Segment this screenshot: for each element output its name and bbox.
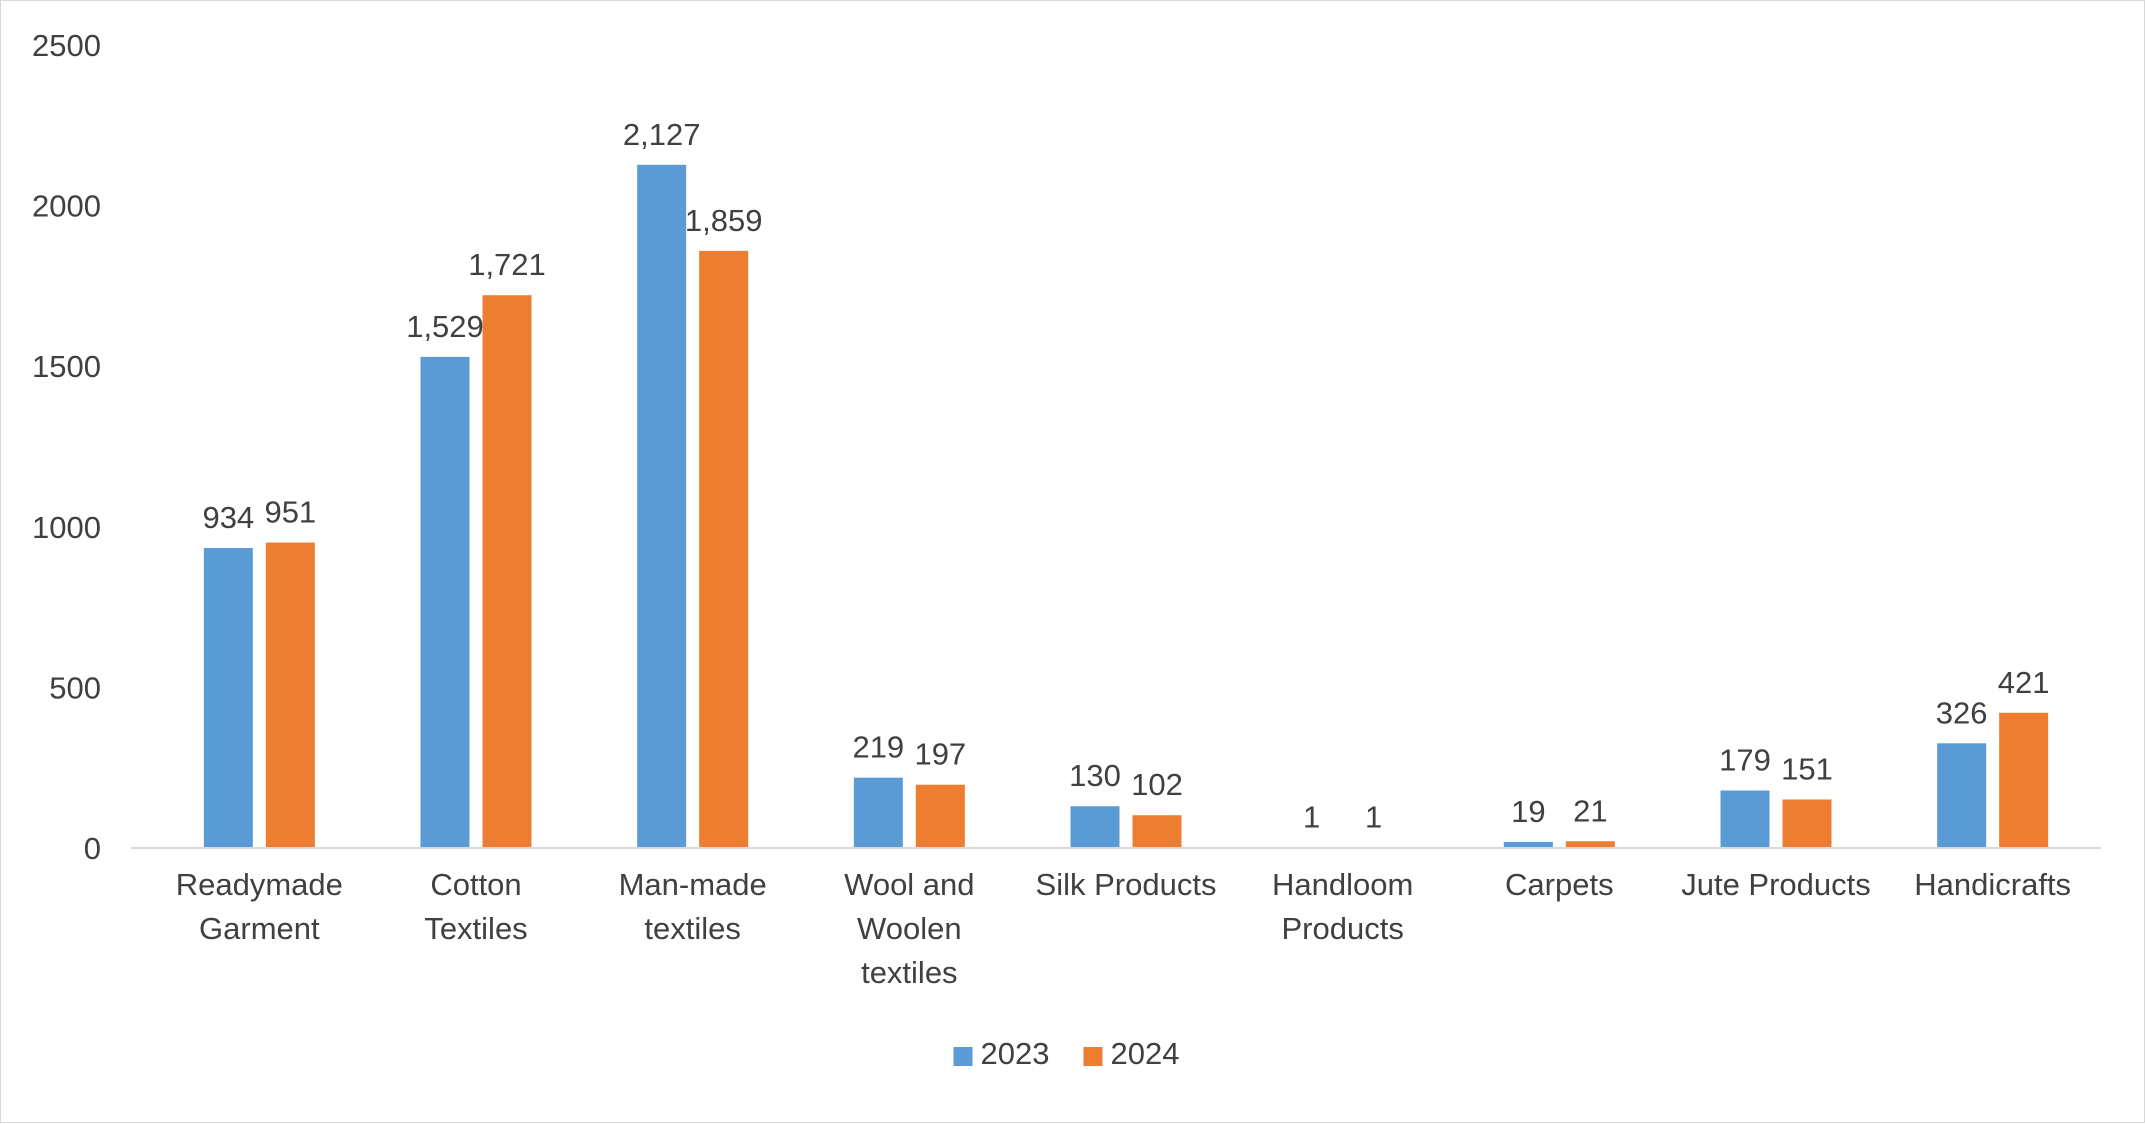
category-label: Carpets	[1505, 867, 1614, 902]
bar-2023	[1071, 806, 1120, 848]
category-label: Woolen	[857, 911, 962, 946]
bar-2024	[699, 251, 748, 848]
bar-2023	[854, 778, 903, 848]
bar-2023	[1721, 791, 1770, 848]
data-label: 951	[264, 495, 316, 530]
bar-2023	[421, 357, 470, 848]
data-labels-group: 934 951 1,529 1,721 2,127 1,859 219 197 130 102 1 1…	[202, 117, 2049, 835]
category-label: Jute Products	[1681, 867, 1871, 902]
y-tick-label: 1000	[32, 510, 101, 545]
data-label: 1,859	[685, 203, 763, 238]
y-axis-ticks: 0 500 1000 1500 2000 2500	[32, 28, 101, 866]
y-tick-label: 2000	[32, 189, 101, 224]
category-label: Textiles	[424, 911, 527, 946]
data-label: 151	[1781, 751, 1833, 786]
y-tick-label: 2500	[32, 28, 101, 63]
data-label: 2,127	[623, 117, 701, 152]
bar-2023	[1937, 743, 1986, 848]
data-label: 934	[202, 500, 254, 535]
category-label: textiles	[644, 911, 740, 946]
data-label: 1,721	[468, 247, 546, 282]
data-label: 21	[1573, 793, 1607, 828]
y-tick-label: 500	[49, 670, 101, 705]
legend-swatch-2023	[954, 1047, 973, 1066]
category-label: Wool and	[844, 867, 974, 902]
legend: 2023 2024	[954, 1036, 1180, 1071]
category-label: Readymade	[176, 867, 343, 902]
category-label: Garment	[199, 911, 320, 946]
category-label: Handicrafts	[1914, 867, 2071, 902]
bar-chart: 0 500 1000 1500 2000 2500 934 951 1,529 1,721 2,1…	[1, 1, 2145, 1124]
y-tick-label: 1500	[32, 349, 101, 384]
category-label: Silk Products	[1036, 867, 1217, 902]
bar-2024	[1999, 713, 2048, 848]
category-labels-group: Readymade Garment Cotton Textiles Man-made te…	[176, 867, 2071, 990]
category-label: Man-made	[619, 867, 767, 902]
bar-2024	[1566, 841, 1615, 848]
bar-2023	[204, 548, 253, 848]
data-label: 102	[1131, 767, 1183, 802]
chart-frame: 0 500 1000 1500 2000 2500 934 951 1,529 1,721 2,1…	[0, 0, 2145, 1123]
category-label: Handloom	[1272, 867, 1413, 902]
bar-2024	[1133, 815, 1182, 848]
data-label: 326	[1936, 695, 1988, 730]
data-label: 219	[852, 730, 904, 765]
data-label: 197	[914, 737, 966, 772]
legend-swatch-2024	[1084, 1047, 1103, 1066]
category-label: Products	[1281, 911, 1403, 946]
bar-2024	[1783, 799, 1832, 848]
bar-2024	[266, 543, 315, 848]
data-label: 179	[1719, 743, 1771, 778]
data-label: 1	[1365, 800, 1382, 835]
category-label: textiles	[861, 955, 957, 990]
data-label: 1	[1303, 800, 1320, 835]
category-label: Cotton	[430, 867, 521, 902]
bar-2024	[916, 785, 965, 848]
bar-2023	[637, 165, 686, 848]
data-label: 1,529	[406, 309, 484, 344]
data-label: 130	[1069, 758, 1121, 793]
bar-2024	[483, 295, 532, 848]
legend-label: 2024	[1111, 1036, 1180, 1071]
legend-label: 2023	[981, 1036, 1050, 1071]
y-tick-label: 0	[84, 831, 101, 866]
data-label: 19	[1511, 794, 1545, 829]
data-label: 421	[1998, 665, 2050, 700]
